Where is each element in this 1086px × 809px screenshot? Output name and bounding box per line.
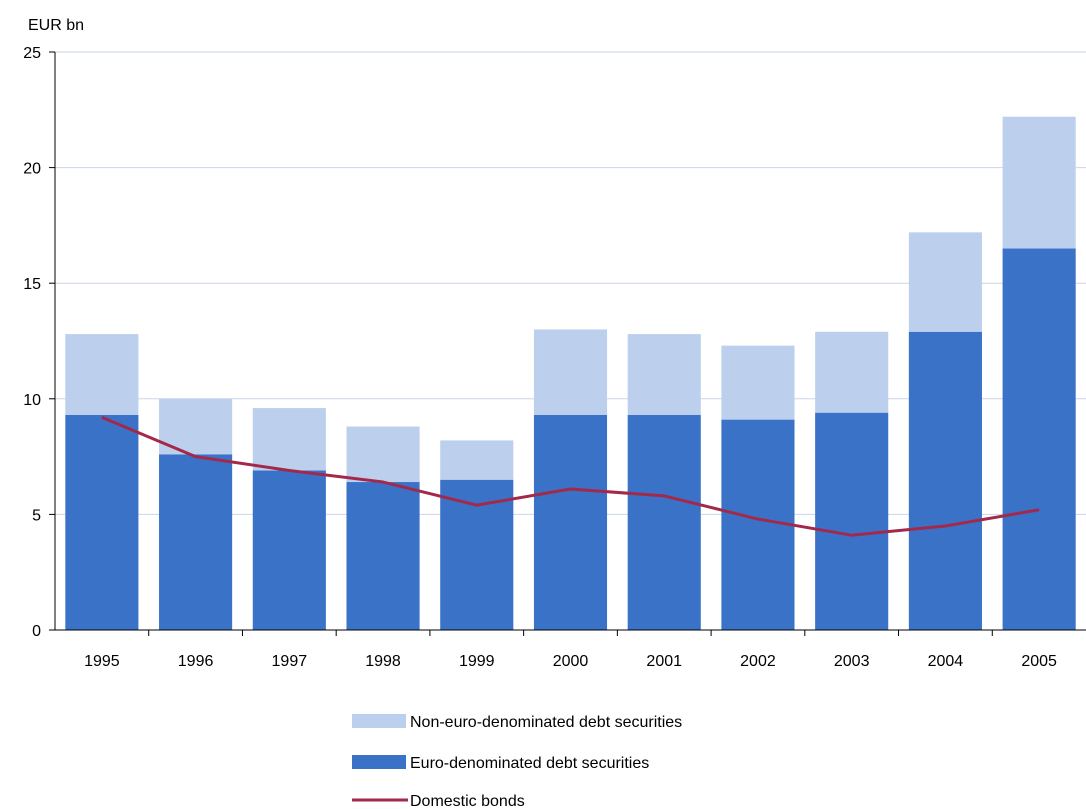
y-tick-label: 0 <box>32 623 41 640</box>
bar-euro-1999 <box>440 479 514 630</box>
legend-label: Euro-denominated debt securities <box>410 755 649 772</box>
bar-euro-1997 <box>252 470 326 630</box>
y-unit-label: EUR bn <box>28 17 84 34</box>
bar-non-euro-1999 <box>440 440 514 480</box>
bar-euro-1995 <box>65 414 139 630</box>
x-tick-label: 2002 <box>740 653 776 670</box>
bar-non-euro-2005 <box>1002 116 1076 249</box>
y-tick-label: 25 <box>23 45 41 62</box>
axes: 0 5 10 15 20 25 1995 1996 1997 1998 1999 2000 2001 20… <box>23 45 1086 670</box>
legend-label: Domestic bonds <box>410 793 525 809</box>
legend-swatch <box>352 755 406 769</box>
bar-non-euro-1995 <box>65 334 139 415</box>
bar-non-euro-1997 <box>252 408 326 471</box>
legend: Non-euro-denominated debt securities Euro… <box>352 714 682 809</box>
y-tick-label: 5 <box>32 507 41 524</box>
x-tick-label: 1996 <box>178 653 214 670</box>
bar-non-euro-2004 <box>908 232 982 332</box>
x-tick-label: 1995 <box>84 653 120 670</box>
bar-euro-2001 <box>627 414 701 630</box>
legend-label: Non-euro-denominated debt securities <box>410 714 682 731</box>
bar-euro-2004 <box>908 331 982 630</box>
bar-euro-2005 <box>1002 248 1076 630</box>
x-tick-label: 2003 <box>834 653 870 670</box>
bar-non-euro-2000 <box>533 329 608 415</box>
bar-non-euro-2001 <box>627 334 701 415</box>
bar-euro-2003 <box>815 412 889 630</box>
legend-swatch <box>352 714 406 728</box>
x-tick-label: 2005 <box>1021 653 1057 670</box>
domestic-bonds-line-layer <box>101 415 1040 537</box>
bar-euro-2000 <box>533 414 608 630</box>
x-tick-label: 1997 <box>272 653 308 670</box>
x-tick-label: 1999 <box>459 653 495 670</box>
x-tick-label: 1998 <box>365 653 401 670</box>
x-tick-label: 2001 <box>646 653 682 670</box>
bar-euro-1998 <box>346 482 420 630</box>
x-tick-label: 2004 <box>928 653 964 670</box>
bar-non-euro-2003 <box>815 331 889 413</box>
bar-euro-2002 <box>721 419 795 630</box>
bar-non-euro-1998 <box>346 426 420 483</box>
bar-non-euro-2002 <box>721 345 795 420</box>
bars <box>65 116 1076 630</box>
y-tick-label: 15 <box>23 276 41 293</box>
y-tick-label: 10 <box>23 392 41 409</box>
x-tick-label: 2000 <box>553 653 589 670</box>
bar-euro-1996 <box>159 454 233 630</box>
y-tick-label: 20 <box>23 161 41 178</box>
domestic-bonds-line <box>101 415 1040 537</box>
